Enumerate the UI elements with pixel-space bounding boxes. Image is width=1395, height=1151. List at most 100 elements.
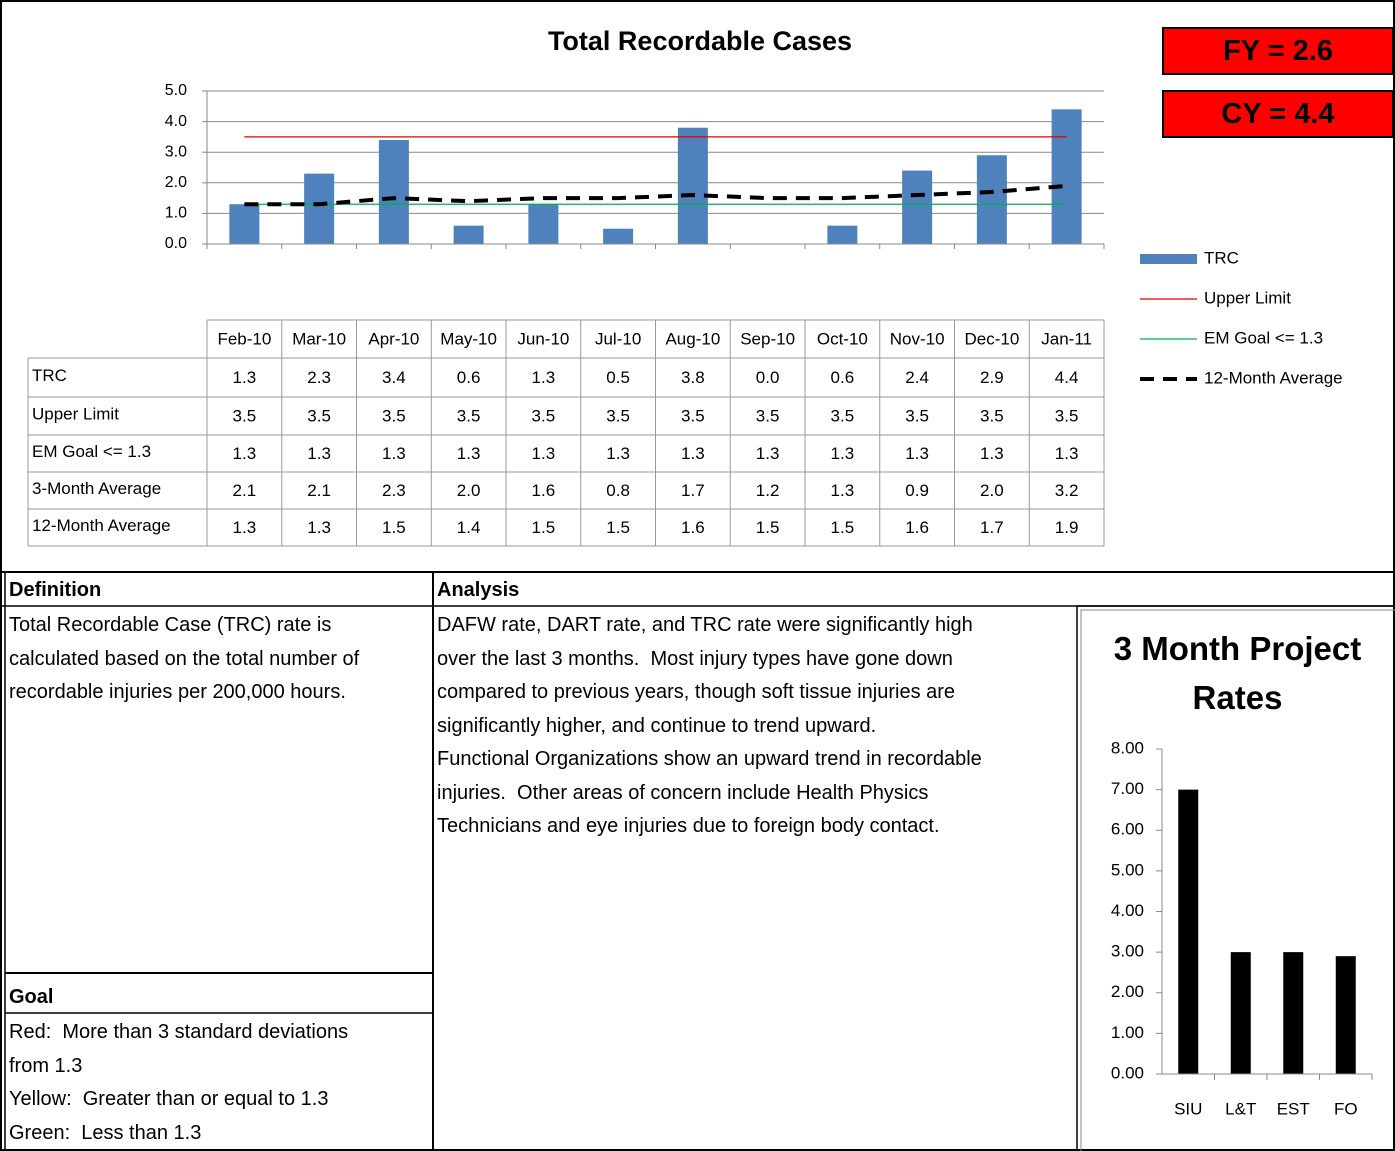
table-cell: 1.3 bbox=[457, 444, 481, 463]
table-header: Jan-11 bbox=[1041, 329, 1092, 348]
analysis-line: significantly higher, and continue to tr… bbox=[437, 714, 877, 737]
goal-line: from 1.3 bbox=[9, 1054, 83, 1077]
analysis-line: Technicians and eye injuries due to fore… bbox=[437, 815, 940, 837]
fy-badge: FY = 2.6 bbox=[1162, 27, 1394, 75]
bar bbox=[229, 204, 260, 244]
goal-heading: Goal bbox=[9, 986, 54, 1008]
table-cell: 3.5 bbox=[905, 406, 929, 425]
legend-swatch bbox=[1140, 254, 1197, 264]
y-tick-label: 0.00 bbox=[1111, 1063, 1144, 1082]
table-cell: 3.5 bbox=[606, 406, 630, 425]
bar bbox=[1230, 952, 1251, 1074]
table-cell: 2.1 bbox=[307, 481, 331, 500]
legend-label: Upper Limit bbox=[1204, 288, 1291, 307]
table-cell: 3.5 bbox=[756, 406, 780, 425]
table-cell: 1.3 bbox=[831, 481, 855, 500]
y-tick-label: 3.0 bbox=[165, 143, 187, 160]
table-cell: 1.6 bbox=[532, 481, 556, 500]
table-cell: 1.5 bbox=[831, 518, 855, 537]
y-tick-label: 7.00 bbox=[1111, 779, 1144, 798]
table-cell: 2.1 bbox=[233, 481, 257, 500]
definition-line: Total Recordable Case (TRC) rate is bbox=[9, 614, 332, 636]
y-tick-label: 3.00 bbox=[1111, 942, 1144, 961]
y-tick-label: 2.00 bbox=[1111, 982, 1144, 1001]
table-cell: 3.5 bbox=[307, 406, 331, 425]
bar bbox=[1178, 789, 1199, 1074]
bar bbox=[902, 170, 933, 244]
table-cell: 1.3 bbox=[905, 444, 929, 463]
bar bbox=[1051, 109, 1082, 244]
definition-heading: Definition bbox=[9, 579, 102, 601]
table-cell: 1.3 bbox=[980, 444, 1004, 463]
bar bbox=[1335, 956, 1356, 1074]
table-cell: 1.5 bbox=[532, 518, 556, 537]
table-cell: 2.0 bbox=[980, 481, 1004, 500]
table-cell: 0.5 bbox=[606, 368, 630, 387]
legend-label: 12-Month Average bbox=[1204, 368, 1343, 387]
table-header: Feb-10 bbox=[217, 329, 271, 348]
table-cell: 1.7 bbox=[980, 518, 1004, 537]
dashed-line bbox=[244, 183, 1067, 207]
y-tick-label: 5.00 bbox=[1111, 860, 1144, 879]
table-cell: 1.6 bbox=[681, 518, 705, 537]
table-cell: 1.4 bbox=[457, 518, 481, 537]
table-cell: 3.5 bbox=[233, 406, 257, 425]
definition-line: calculated based on the total number of bbox=[9, 647, 360, 670]
bar bbox=[976, 155, 1007, 244]
cy-badge: CY = 4.4 bbox=[1162, 90, 1394, 138]
bar bbox=[528, 204, 559, 244]
analysis-line: Functional Organizations show an upward … bbox=[437, 748, 982, 770]
bar bbox=[453, 225, 484, 244]
chart-title: Total Recordable Cases bbox=[548, 26, 852, 56]
table-cell: 3.5 bbox=[457, 406, 481, 425]
y-tick-label: 2.0 bbox=[165, 174, 187, 191]
table-cell: 1.3 bbox=[233, 518, 257, 537]
definition-line: recordable injuries per 200,000 hours. bbox=[9, 681, 346, 703]
table-cell: 3.5 bbox=[681, 406, 705, 425]
table-cell: 3.5 bbox=[1055, 406, 1079, 425]
y-tick-label: 1.0 bbox=[165, 205, 187, 222]
table-row-label: 12-Month Average bbox=[32, 516, 171, 535]
table-cell: 2.0 bbox=[457, 481, 481, 500]
table-cell: 1.3 bbox=[532, 368, 556, 387]
table-cell: 2.9 bbox=[980, 368, 1004, 387]
x-tick-label: FO bbox=[1334, 1099, 1358, 1118]
panel-border bbox=[1076, 605, 1395, 1151]
table-header: Sep-10 bbox=[740, 329, 795, 348]
y-tick-label: 4.0 bbox=[165, 113, 187, 130]
table-cell: 1.5 bbox=[606, 518, 630, 537]
table-header: Jul-10 bbox=[595, 329, 641, 348]
table-header: May-10 bbox=[440, 329, 497, 348]
table-cell: 3.4 bbox=[382, 368, 406, 387]
table-row-label: EM Goal <= 1.3 bbox=[32, 442, 151, 461]
analysis-heading: Analysis bbox=[437, 579, 520, 601]
table-cell: 3.5 bbox=[382, 406, 406, 425]
x-tick-label: EST bbox=[1277, 1099, 1310, 1118]
table-header: Oct-10 bbox=[817, 329, 868, 348]
table-cell: 4.4 bbox=[1055, 368, 1079, 387]
table-cell: 1.9 bbox=[1055, 518, 1079, 537]
legend-label: EM Goal <= 1.3 bbox=[1204, 328, 1323, 347]
bar bbox=[677, 127, 708, 244]
table-cell: 2.3 bbox=[307, 368, 331, 387]
table-cell: 1.3 bbox=[606, 444, 630, 463]
table-header: Jun-10 bbox=[517, 329, 569, 348]
table-cell: 1.3 bbox=[756, 444, 780, 463]
table-cell: 1.3 bbox=[233, 444, 257, 463]
x-tick-label: L&T bbox=[1225, 1099, 1256, 1118]
table-cell: 3.2 bbox=[1055, 481, 1079, 500]
table-row-label: Upper Limit bbox=[32, 404, 119, 423]
bar bbox=[827, 225, 858, 244]
table-cell: 1.3 bbox=[382, 444, 406, 463]
table-cell: 1.3 bbox=[307, 444, 331, 463]
table-cell: 3.5 bbox=[831, 406, 855, 425]
table-cell: 1.5 bbox=[382, 518, 406, 537]
bar bbox=[304, 173, 335, 244]
bar bbox=[378, 139, 409, 244]
x-tick-label: SIU bbox=[1174, 1099, 1202, 1118]
table-header: Nov-10 bbox=[890, 329, 945, 348]
table-cell: 1.3 bbox=[233, 368, 257, 387]
